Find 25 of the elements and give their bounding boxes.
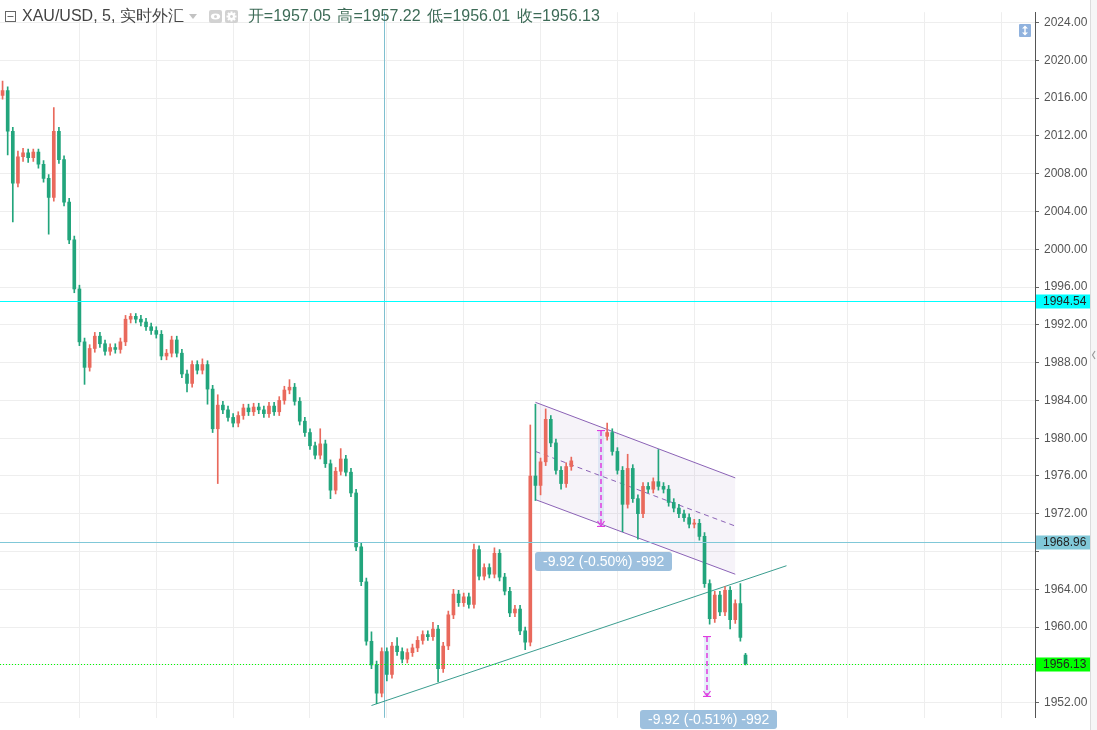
y-tick-label: 1980.00 (1044, 430, 1088, 445)
y-tick-label: 1992.00 (1044, 317, 1088, 332)
annotation: -9.92 (-0.51%) -992 (640, 710, 778, 729)
y-tick-label: 2012.00 (1044, 128, 1088, 143)
chart-title: XAU/USD, 5, 实时外汇 (22, 5, 184, 26)
y-tick-label: 1996.00 (1044, 279, 1088, 294)
y-tick-label: 1960.00 (1044, 619, 1088, 634)
y-tick-label: 2024.00 (1044, 14, 1088, 29)
annotation: -9.92 (-0.50%) -992 (535, 552, 673, 571)
y-tick-label: 1988.00 (1044, 354, 1088, 369)
ref-line-label: 1956.13 (1043, 657, 1087, 672)
y-tick-label: 1972.00 (1044, 506, 1088, 521)
y-tick-label: 1984.00 (1044, 392, 1088, 407)
candlestick (113, 343, 118, 354)
y-tick-label: 1964.00 (1044, 581, 1088, 596)
y-tick-label: 2020.00 (1044, 52, 1088, 67)
y-tick-label: 1976.00 (1044, 468, 1088, 483)
y-tick-label: 2016.00 (1044, 90, 1088, 105)
y-tick-label: 1952.00 (1044, 695, 1088, 709)
ref-line-label: 1994.54 (1043, 294, 1087, 309)
chart-subtitle: 开=1957.05 高=1957.22 低=1956.01 收=1956.13 (247, 5, 600, 26)
y-tick-label: 2004.00 (1044, 203, 1088, 218)
y-tick-label: 2008.00 (1044, 166, 1088, 181)
y-tick-label: 2000.00 (1044, 241, 1088, 256)
ref-line-label: 1968.96 (1043, 535, 1087, 550)
